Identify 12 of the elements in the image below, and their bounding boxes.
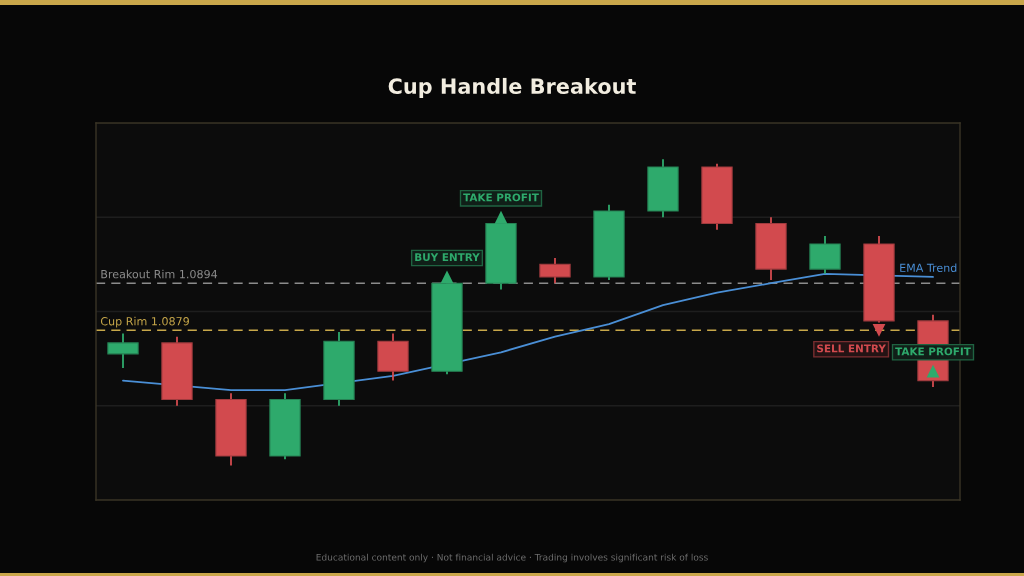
data-label: TAKE PROFIT	[895, 347, 971, 356]
ref-line-label: Cup Rim 1.0879	[100, 316, 189, 328]
point	[926, 364, 940, 378]
series-label: EMA Trend	[900, 263, 957, 273]
chart-title: Cup Handle Breakout	[388, 77, 636, 99]
ref-line-label: Breakout Rim 1.0894	[101, 269, 218, 279]
point	[494, 210, 508, 224]
point	[872, 323, 886, 337]
data-label: SELL ENTRY	[817, 344, 886, 353]
data-label: TAKE PROFIT	[463, 193, 539, 202]
text: Educational content only · Not financial advice · Trading involves significant risk of loss	[316, 553, 708, 563]
data-label: BUY ENTRY	[415, 253, 480, 262]
